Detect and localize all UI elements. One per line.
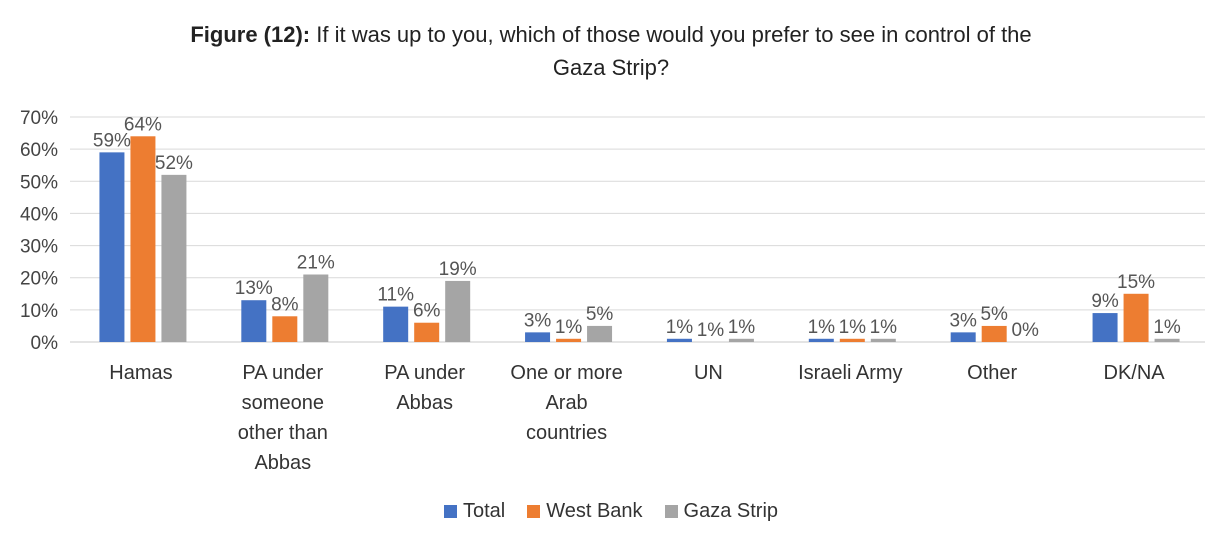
chart-title: Figure (12): If it was up to you, which … bbox=[0, 18, 1222, 84]
bar-total bbox=[1092, 313, 1118, 342]
bar-west-bank bbox=[130, 136, 156, 342]
bar-west-bank bbox=[981, 325, 1007, 342]
legend-swatch bbox=[664, 505, 678, 518]
bar-west-bank bbox=[414, 322, 440, 342]
legend-swatch bbox=[527, 505, 541, 518]
bar-west-bank bbox=[839, 338, 865, 342]
data-label: 3% bbox=[524, 310, 552, 331]
bar-total bbox=[241, 300, 267, 342]
data-label: 3% bbox=[949, 310, 977, 331]
data-label: 1% bbox=[1153, 317, 1181, 338]
bar-total bbox=[666, 338, 692, 342]
data-label: 15% bbox=[1117, 272, 1155, 293]
bar-west-bank bbox=[272, 316, 298, 342]
title-text-line2: Gaza Strip? bbox=[552, 55, 670, 80]
x-category-label: Other bbox=[967, 362, 1017, 384]
legend-swatch bbox=[443, 505, 457, 518]
x-category-label: other than bbox=[238, 422, 328, 444]
x-category-label: countries bbox=[526, 422, 607, 444]
data-label: 1% bbox=[808, 317, 836, 338]
x-category-label: PA under bbox=[242, 362, 323, 384]
bar-gaza-strip bbox=[728, 338, 754, 342]
bar-gaza-strip bbox=[1154, 338, 1180, 342]
legend-label: Gaza Strip bbox=[683, 500, 779, 522]
title-text-line1: If it was up to you, which of those woul… bbox=[316, 22, 1032, 47]
bar-gaza-strip bbox=[303, 274, 329, 342]
data-label: 5% bbox=[980, 304, 1008, 325]
data-label: 1% bbox=[728, 317, 756, 338]
bar-total bbox=[950, 332, 976, 342]
y-tick-label: 20% bbox=[20, 269, 58, 290]
legend-label: Total bbox=[462, 500, 506, 522]
data-label: 19% bbox=[439, 259, 477, 280]
data-label: 8% bbox=[271, 294, 299, 315]
data-label: 52% bbox=[155, 153, 193, 174]
bar-total bbox=[525, 332, 551, 342]
bar-gaza-strip bbox=[445, 280, 471, 342]
y-tick-label: 0% bbox=[31, 333, 59, 354]
legend-item: West Bank bbox=[527, 500, 643, 523]
data-label: 59% bbox=[93, 130, 131, 151]
x-category-label: someone bbox=[242, 392, 324, 414]
data-label: 6% bbox=[413, 301, 441, 322]
bar-total bbox=[383, 306, 409, 342]
bar-gaza-strip bbox=[161, 174, 187, 342]
data-label: 11% bbox=[377, 285, 414, 306]
y-tick-label: 30% bbox=[20, 237, 58, 258]
chart-legend: Total West Bank Gaza Strip bbox=[0, 500, 1222, 523]
bar-total bbox=[808, 338, 834, 342]
data-label: 13% bbox=[235, 278, 273, 299]
data-label: 1% bbox=[870, 317, 898, 338]
y-tick-label: 40% bbox=[20, 204, 58, 225]
y-tick-label: 70% bbox=[20, 108, 58, 129]
data-label: 1% bbox=[666, 317, 694, 338]
bar-west-bank bbox=[1123, 293, 1149, 342]
x-category-label: Arab bbox=[545, 392, 587, 414]
bar-west-bank bbox=[556, 338, 582, 342]
bar-gaza-strip bbox=[870, 338, 896, 342]
data-label: 1% bbox=[697, 320, 725, 341]
x-category-label: One or more bbox=[510, 362, 622, 384]
data-label: 21% bbox=[297, 253, 335, 274]
y-tick-label: 10% bbox=[20, 301, 58, 322]
x-category-label: PA under bbox=[384, 362, 465, 384]
data-label: 0% bbox=[1011, 320, 1039, 341]
y-tick-label: 60% bbox=[20, 140, 58, 161]
data-label: 5% bbox=[586, 304, 614, 325]
x-category-label: Abbas bbox=[396, 392, 453, 414]
bar-total bbox=[99, 152, 125, 342]
data-label: 1% bbox=[839, 317, 867, 338]
x-category-label: Israeli Army bbox=[798, 362, 902, 384]
title-figure-number: Figure (12): bbox=[190, 22, 311, 47]
legend-item: Gaza Strip bbox=[664, 500, 779, 523]
data-label: 1% bbox=[555, 317, 583, 338]
x-category-label: Abbas bbox=[254, 452, 311, 474]
x-category-label: UN bbox=[694, 362, 723, 384]
legend-label: West Bank bbox=[546, 500, 643, 522]
legend-item: Total bbox=[443, 500, 506, 523]
data-label: 64% bbox=[124, 114, 162, 135]
bar-gaza-strip bbox=[587, 325, 613, 342]
x-category-label: DK/NA bbox=[1104, 362, 1166, 384]
x-category-label: Hamas bbox=[109, 362, 172, 384]
data-label: 9% bbox=[1091, 291, 1119, 312]
y-tick-label: 50% bbox=[20, 172, 58, 193]
